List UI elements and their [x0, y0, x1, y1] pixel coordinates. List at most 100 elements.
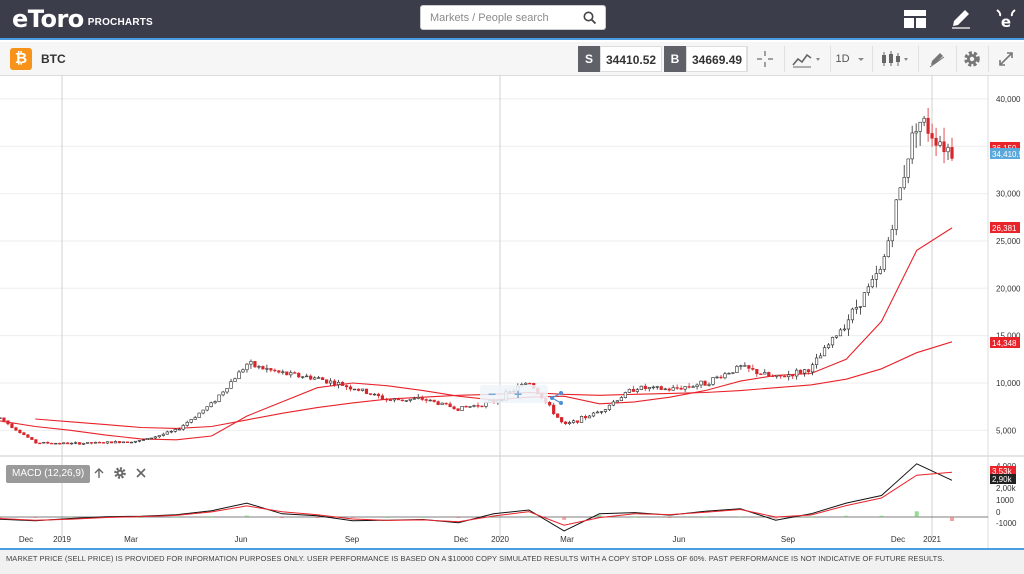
- candle-body: [822, 347, 827, 357]
- candle-body: [810, 364, 815, 373]
- macd-histogram-bar: [632, 516, 637, 518]
- timeframe-dropdown[interactable]: 1D: [830, 46, 870, 72]
- sell-tag: S: [578, 46, 600, 72]
- candle-body: [524, 382, 528, 385]
- candle-body: [129, 441, 134, 444]
- candle-body: [372, 393, 377, 396]
- search-icon[interactable]: [583, 11, 597, 25]
- candle-body: [818, 355, 823, 359]
- candle-body: [731, 372, 735, 374]
- candle-body: [683, 386, 687, 390]
- candle-body: [38, 442, 42, 445]
- etoro-user-icon[interactable]: e: [993, 7, 1019, 31]
- time-tick-label: Dec: [454, 535, 468, 544]
- macd-marker-label: 3,53k: [992, 467, 1013, 476]
- logo-subtitle: PROCHARTS: [87, 16, 153, 28]
- close-icon[interactable]: [134, 466, 148, 480]
- candle-body: [364, 388, 369, 394]
- candle-body: [412, 398, 416, 400]
- candle-body: [575, 420, 580, 423]
- candle-body: [854, 307, 859, 310]
- candle-body: [237, 371, 241, 380]
- candle-body: [18, 429, 22, 434]
- time-tick-label: Mar: [124, 535, 138, 544]
- etoro-logo[interactable]: eToro PROCHARTS: [12, 5, 153, 33]
- candle-body: [647, 387, 651, 390]
- candle-body: [894, 199, 898, 230]
- candle-body: [568, 422, 572, 425]
- arrow-up-icon[interactable]: [92, 466, 106, 480]
- candle-body: [440, 402, 444, 405]
- candle-body: [50, 442, 54, 445]
- candle-body: [552, 404, 556, 415]
- candle-body: [787, 374, 791, 378]
- settings-button[interactable]: [956, 46, 986, 72]
- search-box[interactable]: [420, 5, 606, 30]
- disclaimer: MARKET PRICE (SELL PRICE) IS PROVIDED FO…: [0, 548, 1024, 574]
- layout-icon[interactable]: [902, 7, 928, 31]
- sell-price-box[interactable]: S 34410.52: [578, 46, 663, 72]
- candle-body: [444, 402, 448, 405]
- candle-body: [468, 406, 472, 408]
- candle-body: [181, 425, 185, 430]
- chart-floating-controls[interactable]: − +: [480, 385, 563, 405]
- candle-body: [850, 308, 855, 321]
- buy-price-box[interactable]: B 34669.49: [664, 46, 749, 72]
- pencil-icon[interactable]: [948, 7, 974, 31]
- candle-body: [360, 388, 365, 391]
- drawing-tools-button[interactable]: [918, 46, 954, 72]
- candle-body: [739, 365, 743, 367]
- search-input[interactable]: [430, 6, 580, 29]
- price-marker: [990, 337, 1020, 348]
- candle-body: [408, 398, 412, 401]
- share-icon[interactable]: [550, 391, 563, 405]
- chart-type-button[interactable]: [784, 46, 828, 72]
- macd-marker: [990, 466, 1016, 476]
- instrument-symbol[interactable]: BTC: [41, 52, 66, 66]
- candle-body: [607, 404, 612, 410]
- candle-body: [78, 442, 82, 445]
- candle-body: [90, 442, 94, 444]
- macd-tick-label: 2,00k: [996, 484, 1017, 493]
- candle-body: [651, 386, 655, 389]
- candle-body: [910, 132, 914, 160]
- candle-body: [54, 442, 58, 445]
- price-tick-label: 30,000: [996, 190, 1021, 199]
- macd-histogram-bar: [174, 516, 179, 518]
- candle-body: [253, 361, 257, 368]
- sell-price: 34410.52: [600, 46, 663, 72]
- candle-body: [62, 442, 66, 445]
- candle-body: [842, 328, 847, 331]
- candle-body: [480, 405, 484, 408]
- chart-axes: 40,00035,00030,00025,00020,00015,00010,0…: [19, 95, 1024, 544]
- candle-body: [942, 141, 946, 153]
- zoom-out-button[interactable]: −: [488, 386, 496, 402]
- fullscreen-button[interactable]: [988, 46, 1022, 72]
- chart-vertical-lines: [61, 76, 933, 540]
- candle-body: [46, 442, 50, 444]
- bitcoin-icon: ₿: [10, 48, 32, 70]
- zoom-in-button[interactable]: +: [514, 386, 522, 402]
- gear-icon[interactable]: [113, 466, 127, 480]
- candle-body: [289, 372, 293, 376]
- candle-body: [2, 417, 6, 422]
- crosshair-button[interactable]: [746, 46, 782, 72]
- candles-button[interactable]: [872, 46, 916, 72]
- candle-body: [301, 376, 305, 378]
- candle-body: [771, 375, 775, 377]
- candle-body: [663, 388, 667, 391]
- candle-body: [862, 292, 866, 307]
- macd-histogram-bar: [315, 517, 320, 518]
- candle-body: [137, 440, 142, 442]
- buy-price: 34669.49: [686, 46, 749, 72]
- candle-body: [914, 131, 918, 134]
- candle-body: [22, 432, 26, 436]
- candle-body: [619, 397, 623, 401]
- price-chart[interactable]: 40,00035,00030,00025,00020,00015,00010,0…: [0, 76, 1024, 548]
- candle-body: [906, 158, 910, 178]
- macd-marker: [990, 474, 1016, 484]
- macd-legend[interactable]: MACD (12,26,9): [6, 465, 91, 483]
- price-marker: [990, 148, 1020, 159]
- gear-icon: [963, 51, 980, 67]
- candle-body: [201, 409, 205, 414]
